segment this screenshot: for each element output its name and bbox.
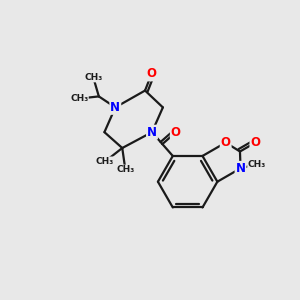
Text: N: N [236, 162, 245, 175]
Text: CH₃: CH₃ [116, 165, 134, 174]
Text: CH₃: CH₃ [84, 73, 102, 82]
Text: CH₃: CH₃ [70, 94, 88, 103]
Text: CH₃: CH₃ [248, 160, 266, 169]
Text: O: O [250, 136, 260, 149]
Text: CH₃: CH₃ [96, 157, 114, 166]
Text: O: O [171, 126, 181, 139]
Text: O: O [221, 136, 231, 149]
Text: N: N [110, 101, 120, 114]
Text: O: O [147, 68, 157, 80]
Text: N: N [147, 126, 157, 139]
